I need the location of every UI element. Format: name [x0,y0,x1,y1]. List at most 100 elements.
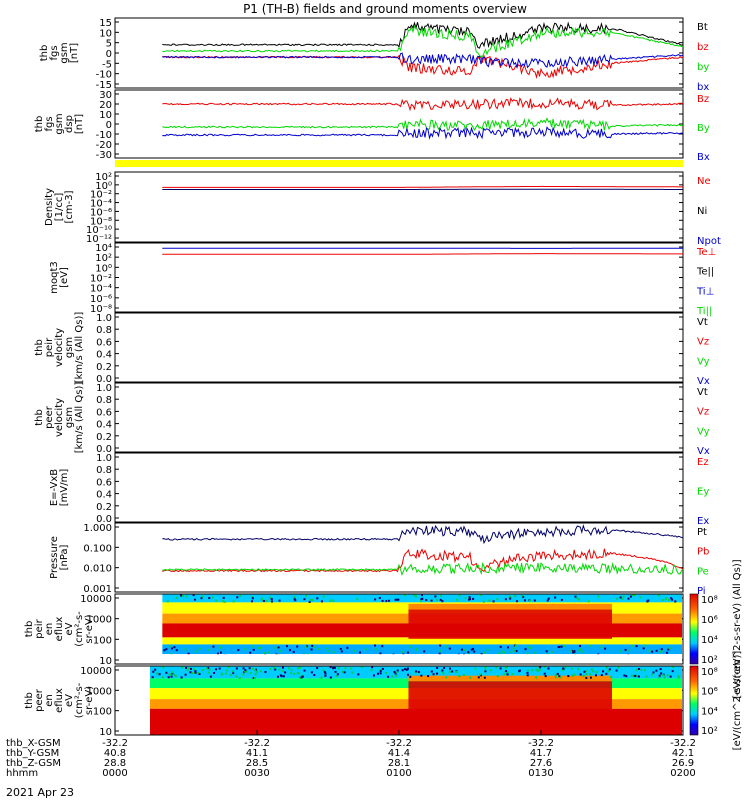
series-Pb [162,548,684,573]
speckle [674,600,677,603]
legend-Vt: Vt [697,387,708,398]
speckle [483,676,486,679]
ylabel-line: thb [24,621,35,638]
speckle [576,597,579,600]
legend-Bx: Bx [697,152,710,163]
speckle [631,594,634,597]
ytick-label: 0.4 [96,490,112,501]
ylabel-line: E=-VxB [49,469,60,506]
series-group [162,21,684,576]
speckle [257,647,260,650]
ytick-label: 1000 [87,686,112,697]
speckle [335,675,338,678]
speckle [662,674,665,677]
speckle [238,676,241,679]
speckle [600,674,603,677]
speckle [610,676,613,679]
speckle [385,599,388,602]
speckle [174,675,177,678]
xaxis-value: -32.2 [102,738,128,749]
speckle [296,645,299,648]
speckle [592,670,595,673]
xaxis-value: 42.1 [672,748,694,759]
legend-Vy: Vy [697,426,710,437]
speckle [423,650,426,653]
spectrogram-active-edge [408,675,612,682]
speckle [546,653,549,656]
speckle [374,598,377,601]
speckle [252,648,255,651]
speckle [224,672,227,675]
speckle [619,650,622,653]
spectrogram [150,666,682,735]
legend-Pi: Pi [697,586,706,597]
legend-Vx: Vx [697,446,710,457]
speckle [474,667,477,670]
colorbar-gradient [689,593,699,665]
speckle [185,595,188,598]
speckle [248,667,251,670]
xaxis-value: 0130 [528,768,553,779]
speckle [639,596,642,599]
speckle [401,669,404,672]
speckle [152,670,155,673]
ytick-label: 0 [106,49,112,60]
speckle [659,668,662,671]
legend-Ne: Ne [697,176,711,187]
speckle [616,666,619,669]
speckle [254,673,257,676]
speckle [175,649,178,652]
speckle [461,648,464,651]
xaxis-value: 0030 [244,768,269,779]
ylabel-line: thb [34,409,45,426]
panel-peir_eflux: thb peir en eflux eV (cm²-s-sr-eV) 10000 1000 10… [24,559,743,698]
speckle [200,597,203,600]
speckle [415,670,418,673]
ytick-label: 1.0 [96,453,112,464]
panel-frame [114,242,684,313]
speckle [292,650,295,653]
legend-by: by [697,62,709,73]
speckle [439,644,442,647]
speckle [385,671,388,674]
panel-pressure: Pressure [nPa] 1.000 0.100 0.010 0.001 Pt Pb Pe P… [49,522,709,597]
speckle [504,598,507,601]
speckle [310,648,313,651]
speckle [387,675,390,678]
speckle [504,670,507,673]
speckle [316,667,319,670]
speckle [562,667,565,670]
xaxis-value: -32.2 [386,738,412,749]
speckle [293,596,296,599]
speckle [436,672,439,675]
speckle [343,671,346,674]
speckle [560,645,563,648]
speckle [244,648,247,651]
ytick-label: 10 [99,28,112,39]
speckle [635,669,638,672]
speckle [379,670,382,673]
ylabel-line: (cm²-s- [74,611,85,647]
xaxis-row-name: hhmm [6,768,38,779]
speckle [216,652,219,655]
speckle [282,675,285,678]
speckle [436,666,439,669]
ylabel-line: en [44,623,55,636]
colorbar-tick: 10⁴ [701,635,718,646]
ytick-label: 10 [99,727,112,738]
speckle [403,668,406,671]
speckle [449,667,452,670]
speckle [645,675,648,678]
panel-frame [114,593,684,665]
speckle [354,650,357,653]
speckle [278,650,281,653]
speckle [165,671,168,674]
speckle [443,666,446,669]
xaxis-value: 41.1 [246,748,268,759]
speckle [293,598,296,601]
ylabel-line: thb [39,45,50,62]
speckle [463,648,466,651]
